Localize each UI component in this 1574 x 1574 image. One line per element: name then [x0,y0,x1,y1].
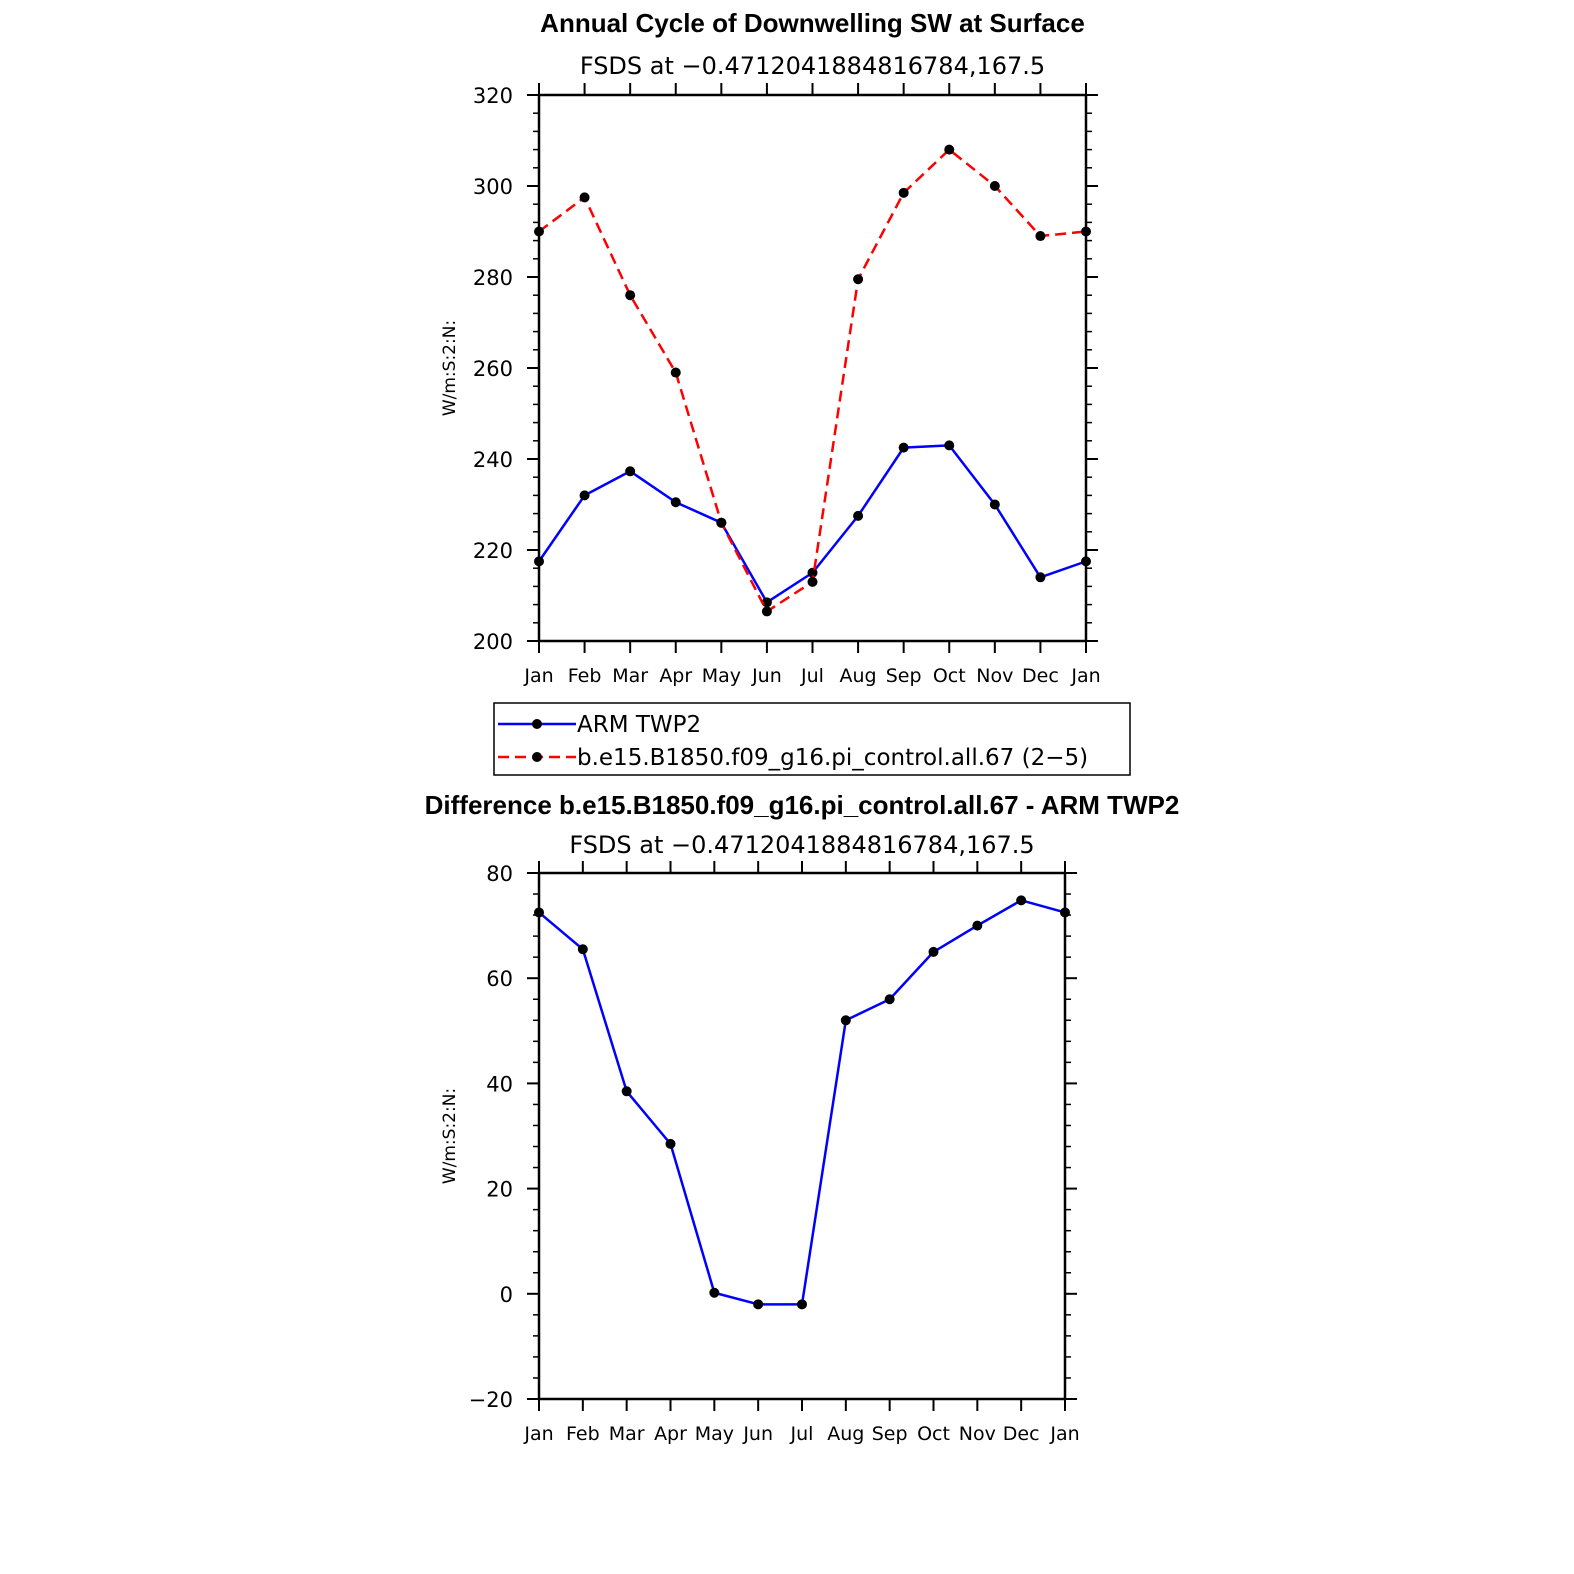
x-tick-label: Dec [1022,665,1059,687]
data-point [753,1299,764,1310]
x-tick-label: May [702,665,741,687]
y-tick-label: 80 [486,862,513,886]
x-tick-label: Sep [886,665,922,687]
series-line-1 [538,148,1087,613]
chart-title: Difference b.e15.B1850.f09_g16.pi_contro… [425,790,1180,820]
plot-frame [537,871,1067,1401]
x-tick-label: Aug [827,1423,864,1445]
data-point [1081,556,1091,567]
data-point [670,497,681,508]
x-tick-label: Aug [840,665,877,687]
y-axis-label: W/m:S:2:N: [440,1088,460,1184]
data-point [840,1015,851,1026]
data-point [807,576,818,587]
y-tick-label: 300 [473,175,513,199]
data-point [944,440,955,451]
data-point [1060,907,1070,918]
legend: ARM TWP2 b.e15.B1850.f09_g16.pi_control.a… [493,702,1131,776]
data-point [989,499,1000,510]
x-tick-label: Jan [523,1423,553,1445]
y-tick-label: −20 [469,1388,513,1412]
data-point [928,946,939,957]
data-point [534,226,544,237]
x-tick-label: Jul [800,665,824,687]
x-tick-label: Mar [612,665,648,687]
x-tick-label: Jan [1049,1423,1079,1445]
data-point [579,490,590,501]
y-tick-label: 0 [500,1283,513,1307]
data-point [884,994,895,1005]
data-point [1016,895,1027,906]
x-tick-label: Nov [976,665,1013,687]
x-tick-label: May [695,1423,734,1445]
data-point [1035,572,1046,583]
data-point [716,517,727,528]
data-point [621,1086,632,1097]
data-point [625,290,636,301]
annual-cycle-chart: Annual Cycle of Downwelling SW at Surfac… [440,8,1101,687]
data-point [579,192,590,203]
y-tick-label: 200 [473,630,513,654]
data-point [853,274,864,285]
x-tick-label: Oct [933,665,966,687]
legend-label: ARM TWP2 [577,712,701,738]
x-tick-label: Jun [751,665,782,687]
data-point [577,944,588,955]
data-point [944,144,955,155]
y-tick-label: 60 [486,967,513,991]
data-point [534,556,544,567]
data-point [761,597,772,608]
data-point [989,181,1000,191]
x-tick-label: Feb [568,665,602,687]
data-point [807,567,818,578]
y-tick-label: 220 [473,539,513,563]
x-tick-label: Nov [959,1423,996,1445]
y-tick-label: 320 [473,84,513,108]
x-tick-label: Dec [1003,1423,1040,1445]
chart-subtitle: FSDS at −0.4712041884816784,167.5 [569,831,1034,859]
x-tick-label: Sep [872,1423,908,1445]
y-axis-label: W/m:S:2:N: [440,320,460,416]
x-tick-label: Oct [917,1423,950,1445]
data-point [972,920,983,931]
x-tick-label: Feb [566,1423,600,1445]
chart-title: Annual Cycle of Downwelling SW at Surfac… [540,8,1085,38]
legend-marker [532,752,542,762]
series-line-0 [538,899,1066,1306]
x-tick-label: Apr [654,1423,687,1445]
difference-chart: Difference b.e15.B1850.f09_g16.pi_contro… [425,790,1180,1445]
x-tick-label: Jan [1070,665,1100,687]
x-tick-label: Mar [609,1423,645,1445]
plot-frame [537,93,1088,643]
y-tick-label: 260 [473,357,513,381]
x-tick-label: Jan [523,665,553,687]
legend-marker [532,719,542,729]
y-tick-label: 40 [486,1072,513,1096]
legend-label: b.e15.B1850.f09_g16.pi_control.all.67 (2… [577,745,1088,771]
y-tick-label: 280 [473,266,513,290]
data-point [853,510,864,521]
data-point [709,1287,720,1298]
data-point [797,1299,807,1310]
data-point [1035,231,1046,242]
y-tick-label: 20 [486,1178,513,1202]
data-point [670,367,681,378]
data-point [898,187,909,198]
data-point [534,907,544,918]
x-tick-label: Jul [790,1423,814,1445]
legend-box [493,702,1131,776]
data-point [1081,226,1091,237]
data-point [625,466,636,477]
data-point [665,1138,676,1149]
y-tick-label: 240 [473,448,513,472]
x-tick-label: Apr [659,665,692,687]
x-tick-label: Jun [742,1423,773,1445]
data-point [898,442,909,453]
chart-subtitle: FSDS at −0.4712041884816784,167.5 [580,52,1045,80]
data-point [761,606,772,617]
